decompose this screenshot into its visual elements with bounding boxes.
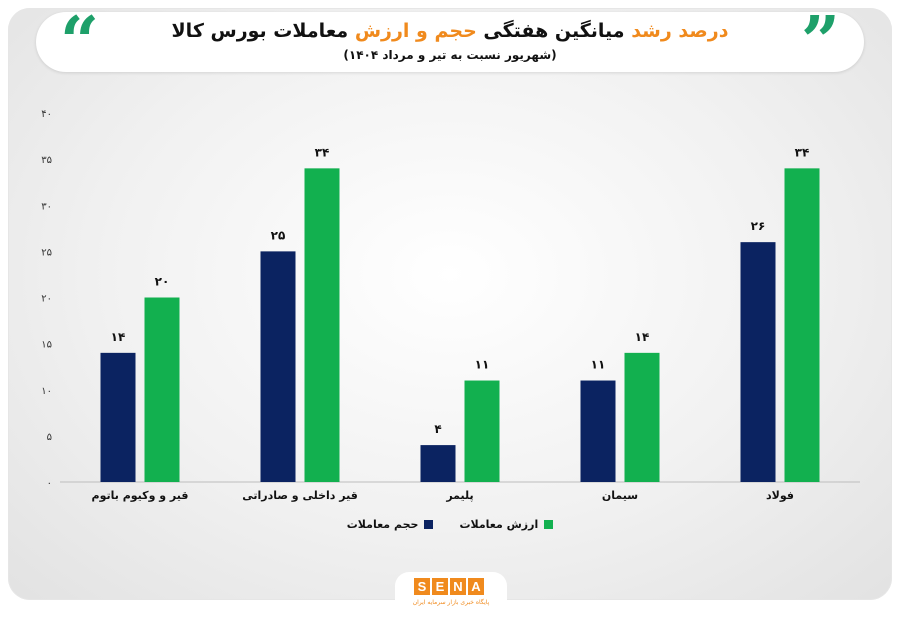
brand-logo-box: S E N A پایگاه خبری بازار سرمایه ایران xyxy=(395,572,507,616)
title-part-3: حجم و ارزش xyxy=(354,20,477,42)
y-tick-label: ۵ xyxy=(47,432,52,443)
sena-logo: S E N A xyxy=(414,578,484,595)
data-label: ۳۴ xyxy=(315,145,330,159)
data-label: ۲۵ xyxy=(271,228,286,242)
logo-letter: A xyxy=(468,578,484,595)
y-tick-label: ۲۵ xyxy=(41,247,52,258)
title-banner: “ ” درصد رشد میانگین هفتگی حجم و ارزش مع… xyxy=(36,8,864,76)
y-tick-label: ۳۰ xyxy=(41,201,52,212)
x-tick-label: فولاد xyxy=(766,489,794,502)
bar-value xyxy=(784,168,820,482)
data-label: ۱۴ xyxy=(635,330,650,344)
quote-close-icon: ” xyxy=(800,2,840,82)
legend-item-volume: حجم معاملات xyxy=(347,518,434,531)
bar-volume xyxy=(580,380,616,482)
y-tick-label: ۴۰ xyxy=(41,109,52,120)
legend: ارزش معاملات حجم معاملات xyxy=(0,518,900,531)
x-tick-label: پلیمر xyxy=(445,489,473,502)
y-tick-label: ۱۵ xyxy=(41,340,52,351)
x-tick-label: قیر و وکیوم باتوم xyxy=(92,489,189,502)
y-tick-label: ۱۰ xyxy=(41,386,52,397)
y-tick-label: ۲۰ xyxy=(41,294,52,305)
data-label: ۱۴ xyxy=(111,330,126,344)
chart-title: درصد رشد میانگین هفتگی حجم و ارزش معاملا… xyxy=(36,20,864,42)
data-label: ۴ xyxy=(434,422,441,436)
bar-volume xyxy=(260,251,296,482)
data-label: ۲۰ xyxy=(155,275,170,289)
y-tick-label: ۳۵ xyxy=(41,155,52,166)
title-part-4: معاملات بورس کالا xyxy=(171,20,349,42)
legend-label-value: ارزش معاملات xyxy=(459,518,539,531)
legend-swatch-volume xyxy=(424,520,434,529)
x-tick-label: سیمان xyxy=(602,489,638,502)
y-tick-label: ۰ xyxy=(47,478,52,489)
bar-value xyxy=(464,380,500,482)
title-part-1: درصد رشد xyxy=(631,20,729,42)
logo-letter: N xyxy=(450,578,466,595)
brand-tagline: پایگاه خبری بازار سرمایه ایران xyxy=(412,599,490,606)
bar-volume xyxy=(420,445,456,482)
bar-value xyxy=(144,297,180,482)
quote-open-icon: “ xyxy=(60,2,100,82)
logo-letter: E xyxy=(432,578,448,595)
legend-item-value: ارزش معاملات xyxy=(459,518,554,531)
data-label: ۱۱ xyxy=(591,358,606,372)
data-label: ۱۱ xyxy=(475,358,490,372)
data-label: ۲۶ xyxy=(751,219,766,233)
title-part-2: میانگین هفتگی xyxy=(483,20,625,42)
bar-volume xyxy=(100,352,136,482)
bar-value xyxy=(304,168,340,482)
logo-letter: S xyxy=(414,578,430,595)
chart-subtitle: (شهریور نسبت به تیر و مرداد ۱۴۰۴) xyxy=(343,48,557,62)
legend-label-volume: حجم معاملات xyxy=(346,518,419,531)
x-tick-label: قیر داخلی و صادراتی xyxy=(242,489,358,502)
bar-volume xyxy=(740,242,776,482)
bar-value xyxy=(624,352,660,482)
legend-swatch-value xyxy=(544,520,554,529)
data-label: ۳۴ xyxy=(795,145,810,159)
